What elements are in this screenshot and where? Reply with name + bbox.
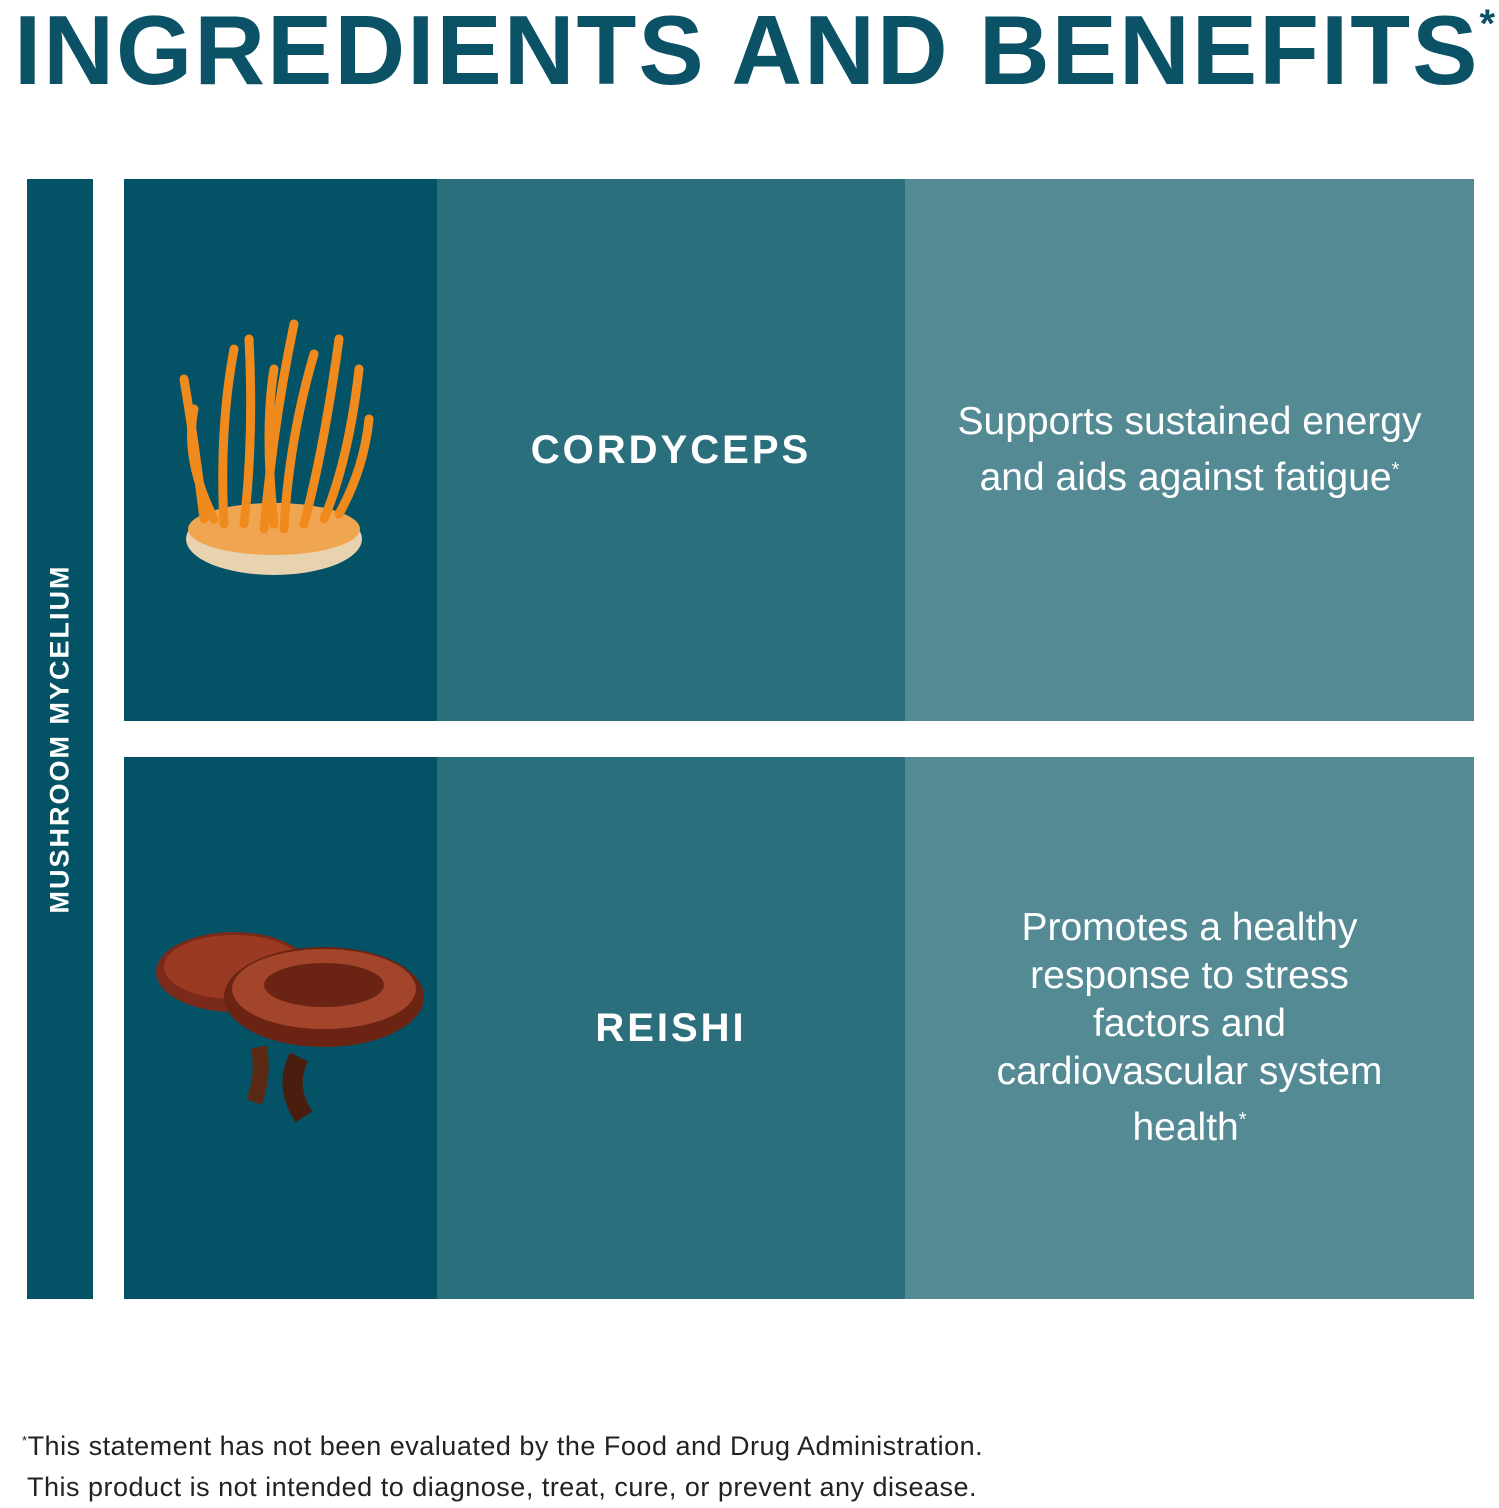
- category-label: MUSHROOM MYCELIUM: [44, 564, 75, 914]
- ingredient-name: REISHI: [595, 1005, 747, 1050]
- disclaimer-text-1: This statement has not been evaluated by…: [27, 1431, 984, 1461]
- disclaimer-line-2: This product is not intended to diagnose…: [22, 1467, 983, 1508]
- title-text: INGREDIENTS AND BENEFITS: [14, 0, 1480, 105]
- ingredient-name: CORDYCEPS: [530, 427, 812, 472]
- fda-disclaimer: *This statement has not been evaluated b…: [22, 1420, 983, 1508]
- cordyceps-image: [179, 319, 374, 575]
- category-sidebar: MUSHROOM MYCELIUM: [27, 179, 93, 1299]
- ingredient-row-reishi: REISHI Promotes a healthy response to st…: [124, 757, 1474, 1299]
- reishi-image-cell: [124, 757, 437, 1299]
- benefit-text: Supports sustained energy and aids again…: [957, 400, 1422, 499]
- reishi-image: [156, 932, 424, 1123]
- benefit-asterisk: *: [1238, 1109, 1247, 1131]
- cordyceps-image-cell: [124, 179, 437, 721]
- disclaimer-asterisk: *: [22, 1433, 28, 1448]
- page-title: INGREDIENTS AND BENEFITS*: [14, 0, 1497, 107]
- ingredient-benefit: Promotes a healthy response to stress fa…: [970, 904, 1410, 1152]
- reishi-name-cell: REISHI: [437, 757, 905, 1299]
- title-asterisk: *: [1479, 2, 1498, 46]
- cordyceps-name-cell: CORDYCEPS: [437, 179, 905, 721]
- ingredient-benefit: Supports sustained energy and aids again…: [955, 398, 1425, 502]
- disclaimer-line-1: *This statement has not been evaluated b…: [22, 1420, 983, 1467]
- benefit-text: Promotes a healthy response to stress fa…: [996, 906, 1383, 1149]
- reishi-benefit-cell: Promotes a healthy response to stress fa…: [905, 757, 1474, 1299]
- benefit-asterisk: *: [1391, 459, 1400, 481]
- ingredient-row-cordyceps: CORDYCEPS Supports sustained energy and …: [124, 179, 1474, 721]
- cordyceps-benefit-cell: Supports sustained energy and aids again…: [905, 179, 1474, 721]
- disclaimer-text-2: This product is not intended to diagnose…: [27, 1472, 978, 1502]
